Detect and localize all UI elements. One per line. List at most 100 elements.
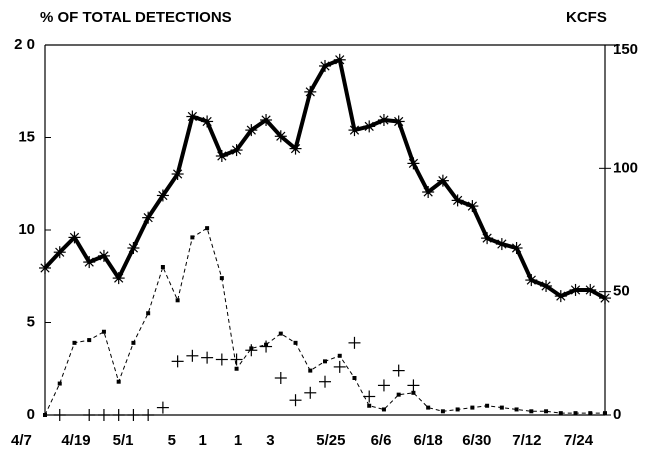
asterisk-stroke	[497, 239, 507, 249]
y2-tick-label: 50	[613, 283, 630, 300]
dot	[116, 379, 121, 384]
x-tick-label: 4/19	[61, 432, 90, 449]
point-marker	[348, 124, 361, 137]
point-marker	[112, 272, 125, 285]
x-tick-label: 5	[168, 432, 176, 449]
asterisk-stroke	[335, 55, 345, 65]
asterisk-stroke	[408, 158, 419, 169]
dot	[544, 409, 549, 414]
point-marker	[333, 360, 346, 373]
y2-tick-label: 0	[613, 406, 621, 423]
asterisk-stroke	[276, 131, 286, 141]
y-tick-label: 10	[18, 221, 35, 238]
dot	[72, 340, 77, 345]
dot	[558, 411, 563, 416]
asterisk-stroke	[511, 243, 522, 253]
asterisk-stroke	[231, 145, 242, 155]
asterisk-stroke	[69, 232, 80, 243]
point-marker	[83, 409, 96, 421]
point-marker	[97, 249, 110, 262]
x-tick-label: 7/12	[512, 432, 541, 449]
point-marker	[495, 238, 508, 251]
asterisk-stroke	[261, 115, 271, 125]
dot	[87, 338, 92, 343]
point-marker	[260, 113, 273, 126]
point-marker	[470, 405, 475, 410]
asterisk-stroke	[290, 143, 301, 154]
point-marker	[186, 349, 199, 362]
y2-axis-label: KCFS	[566, 9, 607, 26]
point-marker	[131, 340, 136, 345]
x-tick-label: 1	[199, 432, 207, 449]
y2-tick-label: 150	[613, 41, 638, 58]
dot	[278, 331, 283, 336]
x-tick-label: 3	[266, 432, 274, 449]
point-marker	[201, 351, 214, 364]
asterisk-stroke	[349, 125, 360, 135]
asterisk-stroke	[158, 190, 168, 201]
dot	[337, 353, 342, 358]
asterisk-stroke	[556, 291, 566, 301]
point-marker	[319, 375, 331, 388]
asterisk-stroke	[438, 176, 448, 186]
point-marker	[127, 242, 140, 255]
point-marker	[352, 376, 357, 380]
dot	[146, 311, 151, 316]
asterisk-stroke	[55, 247, 65, 257]
asterisk-stroke	[187, 111, 197, 122]
point-marker	[573, 411, 578, 416]
point-marker	[260, 340, 273, 353]
asterisk-stroke	[320, 61, 330, 71]
asterisk-stroke	[541, 281, 551, 291]
point-marker	[481, 232, 494, 245]
dot	[470, 405, 475, 410]
point-marker	[411, 390, 416, 395]
x-tick-label: 6/18	[414, 432, 443, 449]
x-tick-label: 4/7	[11, 432, 32, 449]
asterisk-stroke	[453, 195, 463, 206]
point-marker	[333, 53, 346, 66]
point-marker	[230, 144, 243, 157]
point-marker	[112, 409, 125, 421]
point-marker	[190, 235, 195, 240]
point-marker	[485, 403, 490, 408]
asterisk-stroke	[585, 285, 595, 295]
asterisk-stroke	[467, 201, 477, 211]
point-marker	[127, 409, 140, 421]
asterisk-stroke	[600, 293, 610, 303]
point-marker	[440, 409, 445, 414]
point-marker	[101, 329, 106, 334]
dot	[352, 376, 357, 380]
point-marker	[599, 292, 611, 305]
point-marker	[377, 379, 390, 392]
point-marker	[289, 394, 302, 407]
point-marker	[53, 246, 66, 259]
point-marker	[146, 311, 151, 316]
asterisk-stroke	[202, 116, 212, 127]
point-marker	[215, 150, 228, 162]
point-marker	[455, 407, 460, 412]
point-marker	[588, 411, 593, 416]
point-marker	[186, 110, 199, 123]
y-tick-label: 0	[27, 406, 35, 423]
point-marker	[43, 413, 47, 417]
asterisk-stroke	[364, 121, 374, 132]
dot	[455, 407, 460, 412]
point-marker	[289, 142, 302, 155]
asterisk-stroke	[570, 285, 581, 295]
dot	[514, 407, 519, 412]
point-marker	[274, 130, 287, 143]
asterisk-stroke	[173, 169, 183, 179]
point-marker	[323, 359, 327, 364]
point-marker	[39, 261, 51, 274]
point-marker	[245, 344, 258, 357]
asterisk-stroke	[246, 125, 256, 135]
series-line	[43, 57, 606, 300]
point-marker	[171, 355, 184, 368]
point-marker	[156, 189, 169, 202]
point-marker	[293, 340, 298, 345]
point-marker	[219, 276, 224, 281]
point-marker	[215, 353, 228, 366]
point-marker	[529, 409, 534, 414]
